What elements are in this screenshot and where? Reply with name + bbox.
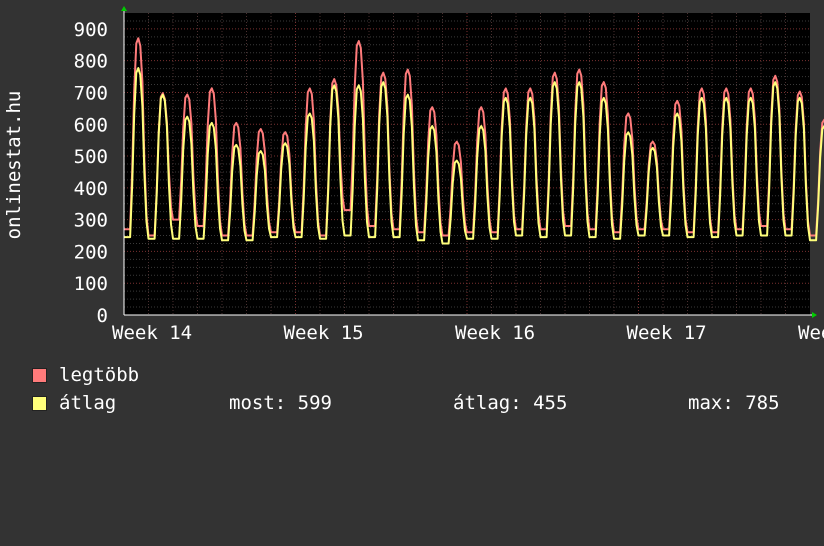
y-axis-arrow-icon <box>121 6 127 11</box>
legend-label-avg: átlag <box>59 392 117 414</box>
y-tick-label: 500 <box>74 146 108 168</box>
x-tick-label: Week 18 <box>798 322 824 344</box>
axes <box>121 6 817 318</box>
y-axis-label: onlinestat.hu <box>3 91 25 240</box>
x-tick-label: Week 16 <box>455 322 535 344</box>
y-tick-label: 300 <box>74 210 108 232</box>
series-lines <box>124 37 824 245</box>
stat-now: most: 599 <box>229 392 332 414</box>
legend-label-max: legtöbb <box>59 364 140 386</box>
x-tick-label: Week 17 <box>627 322 707 344</box>
y-tick-label: 700 <box>74 82 108 104</box>
avg-series-swatch <box>32 396 47 411</box>
x-tick-label: Week 15 <box>284 322 364 344</box>
y-tick-label: 900 <box>74 19 108 41</box>
y-tick-label: 800 <box>74 51 108 73</box>
series-line-1 <box>124 67 824 245</box>
traffic-chart: 0 100 200 300 400 500 600 700 800 900 Week 14 Week… <box>3 6 824 414</box>
y-tick-label: 200 <box>74 241 108 263</box>
y-tick-label: 600 <box>74 114 108 136</box>
y-tick-label: 400 <box>74 178 108 200</box>
y-axis-ticks: 0 100 200 300 400 500 600 700 800 900 <box>74 19 108 327</box>
stat-average: átlag: 455 <box>453 392 568 414</box>
max-series-swatch <box>32 368 47 383</box>
y-tick-label: 0 <box>97 305 108 327</box>
x-tick-label: Week 14 <box>112 322 192 344</box>
x-axis-arrow-icon <box>812 312 817 318</box>
x-axis-ticks: Week 14 Week 15 Week 16 Week 17 Week 18 <box>112 322 824 344</box>
legend-row-avg: átlag most: 599 átlag: 455 max: 785 <box>32 392 822 414</box>
legend-row-max: legtöbb <box>32 364 139 386</box>
stat-max: max: 785 <box>688 392 780 414</box>
y-tick-label: 100 <box>74 273 108 295</box>
